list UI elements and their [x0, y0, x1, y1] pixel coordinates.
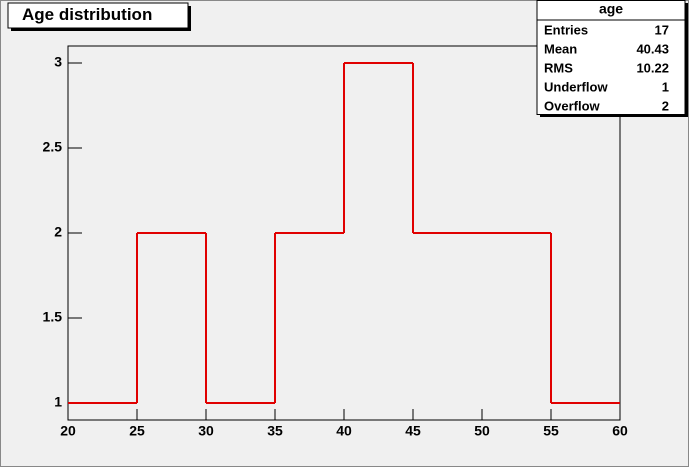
stats-value: 2	[662, 98, 669, 113]
stats-box	[536, 0, 686, 115]
y-tick-label: 2.5	[43, 139, 63, 155]
stats-label: Entries	[544, 22, 588, 37]
x-tick-label: 40	[336, 423, 352, 439]
x-tick-label: 25	[129, 423, 145, 439]
x-tick-label: 50	[474, 423, 490, 439]
stats-value: 1	[662, 79, 669, 94]
x-tick-label: 60	[612, 423, 628, 439]
x-tick-label: 35	[267, 423, 283, 439]
y-tick-label: 1.5	[43, 309, 63, 325]
x-tick-label: 45	[405, 423, 421, 439]
x-tick-label: 20	[60, 423, 76, 439]
stats-value: 40.43	[636, 41, 669, 56]
stats-label: RMS	[544, 60, 573, 75]
x-tick-label: 55	[543, 423, 559, 439]
x-tick-label: 30	[198, 423, 214, 439]
title-box	[7, 2, 189, 29]
chart-title: Age distribution	[22, 5, 152, 24]
stats-value: 10.22	[636, 60, 669, 75]
y-tick-label: 1	[54, 394, 62, 410]
stats-label: Mean	[544, 41, 577, 56]
stats-title: age	[599, 1, 623, 17]
stats-label: Overflow	[544, 98, 601, 113]
stats-label: Underflow	[544, 79, 608, 94]
y-tick-label: 3	[54, 54, 62, 70]
stats-value: 17	[655, 22, 669, 37]
y-tick-label: 2	[54, 224, 62, 240]
